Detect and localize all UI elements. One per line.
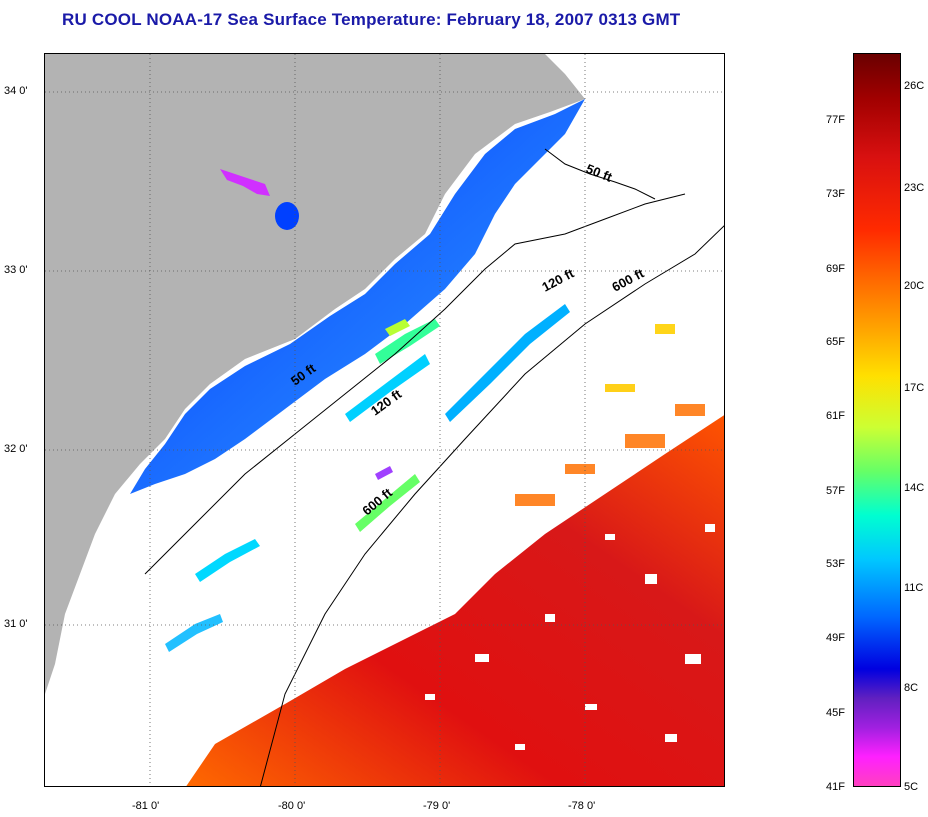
colorbar-fahrenheit-53: 53F	[826, 558, 845, 570]
colorbar-celsius-20: 20C	[904, 280, 925, 292]
colorbar-celsius-14: 14C	[904, 482, 925, 494]
depth-label-120-north: 120 ft	[539, 265, 577, 295]
colorbar-fahrenheit-69: 69F	[826, 263, 845, 275]
lat-label-31: 31 0'	[4, 618, 28, 630]
colorbar-celsius-17: 17C	[904, 382, 925, 394]
lon-label-79: -79 0'	[423, 800, 451, 812]
colorbar-celsius-11: 11C	[904, 582, 924, 594]
mid-shelf-streaks	[165, 304, 570, 652]
lon-label-78: -78 0'	[568, 800, 596, 812]
colorbar-celsius-26: 26C	[904, 80, 925, 92]
lat-label-34: 34 0'	[4, 85, 28, 97]
colorbar-fahrenheit-73: 73F	[826, 188, 845, 200]
cloud-speckle	[425, 524, 715, 750]
warm-water-region	[186, 415, 724, 786]
depth-label-50-north: 50 ft	[584, 161, 615, 185]
cold-shelf-water	[130, 99, 585, 494]
colorbar-fahrenheit-77: 77F	[826, 114, 845, 126]
lat-label-33: 33 0'	[4, 264, 28, 276]
colorbar-fahrenheit-41: 41F	[826, 781, 845, 793]
colorbar-fahrenheit-45: 45F	[826, 707, 845, 719]
depth-contours	[144, 148, 724, 786]
lon-label-80: -80 0'	[278, 800, 306, 812]
lat-label-32: 32 0'	[4, 443, 28, 455]
colorbar-fahrenheit-65: 65F	[826, 336, 845, 348]
map-canvas: 50 ft 120 ft 600 ft 50 ft 120 ft 600 ft	[45, 54, 724, 786]
colorbar-fahrenheit-49: 49F	[826, 632, 845, 644]
colorbar-celsius-23: 23C	[904, 182, 925, 194]
graticule	[45, 54, 724, 786]
colorbar-celsius-5: 5C	[904, 781, 919, 793]
land-region	[45, 54, 585, 694]
lon-label-81: -81 0'	[132, 800, 160, 812]
temperature-colorbar	[853, 53, 901, 787]
inland-lake	[275, 202, 299, 230]
page-title: RU COOL NOAA-17 Sea Surface Temperature:…	[62, 10, 681, 29]
inland-water	[220, 169, 270, 196]
sst-map[interactable]: 50 ft 120 ft 600 ft 50 ft 120 ft 600 ft	[44, 53, 725, 787]
colorbar-celsius-8: 8C	[904, 682, 919, 694]
depth-label-600-north: 600 ft	[609, 265, 647, 295]
colorbar-fahrenheit-57: 57F	[826, 485, 845, 497]
colorbar-fahrenheit-61: 61F	[826, 410, 845, 422]
warm-patches	[515, 324, 705, 506]
